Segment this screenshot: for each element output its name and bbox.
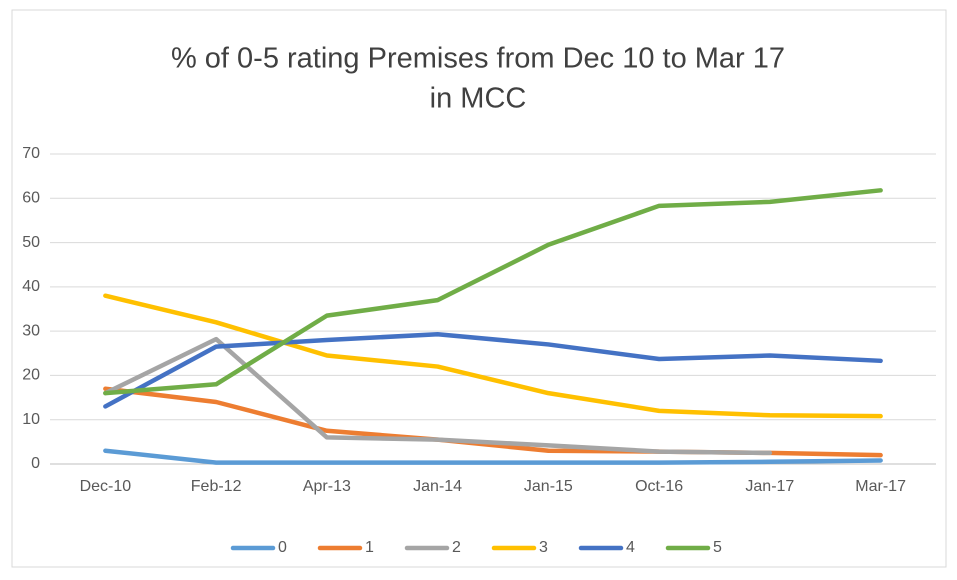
y-tick-label: 70 bbox=[22, 145, 40, 162]
y-tick-label: 0 bbox=[31, 455, 40, 472]
series-line bbox=[103, 336, 773, 456]
y-tick-label: 10 bbox=[22, 411, 40, 428]
x-tick-label: Apr-13 bbox=[303, 478, 351, 495]
x-tick-label: Mar-17 bbox=[855, 478, 906, 495]
legend-label: 1 bbox=[365, 539, 374, 556]
x-tick-label: Jan-15 bbox=[524, 478, 573, 495]
x-tick-label: Oct-16 bbox=[635, 478, 683, 495]
y-tick-label: 60 bbox=[22, 190, 40, 207]
x-tick-label: Dec-10 bbox=[80, 478, 132, 495]
y-tick-label: 50 bbox=[22, 234, 40, 251]
legend-label: 2 bbox=[452, 539, 461, 556]
series-line bbox=[103, 448, 883, 465]
chart-title: % of 0-5 rating Premises from Dec 10 to … bbox=[171, 43, 785, 75]
legend-label: 4 bbox=[626, 539, 635, 556]
legend-label: 5 bbox=[713, 539, 722, 556]
y-tick-label: 30 bbox=[22, 322, 40, 339]
x-tick-label: Feb-12 bbox=[191, 478, 242, 495]
x-tick-label: Jan-14 bbox=[413, 478, 462, 495]
chart-border bbox=[11, 9, 947, 568]
legend-label: 0 bbox=[278, 539, 287, 556]
chart-title: in MCC bbox=[430, 83, 527, 115]
legend-label: 3 bbox=[539, 539, 548, 556]
series-line bbox=[103, 293, 883, 419]
series-line bbox=[103, 331, 883, 409]
series-line bbox=[103, 188, 883, 396]
y-tick-label: 20 bbox=[22, 367, 40, 384]
y-tick-label: 40 bbox=[22, 278, 40, 295]
x-tick-label: Jan-17 bbox=[745, 478, 794, 495]
